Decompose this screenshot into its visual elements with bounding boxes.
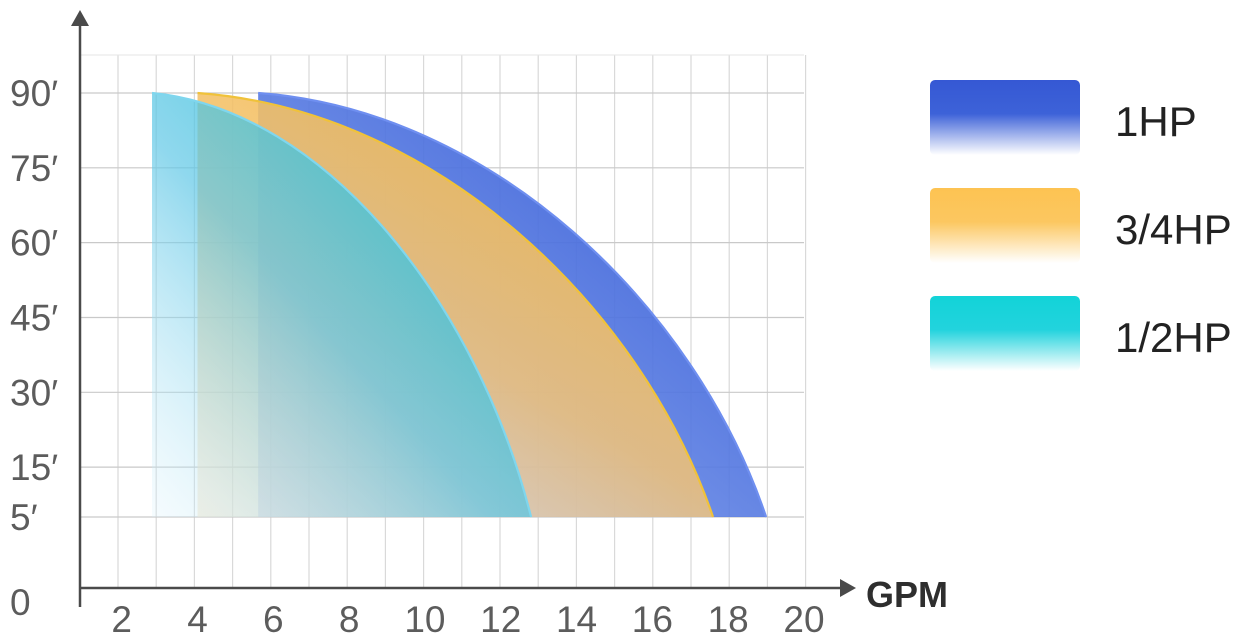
legend: 1HP 3/4HP 1/2HP [930,80,1232,371]
x-tick-label: 20 [783,599,824,637]
y-tick-label: 45′ [10,297,58,338]
legend-label-12hp: 1/2HP [1115,314,1232,361]
x-tick-label: 14 [556,599,597,637]
series-areas [151,91,768,518]
legend-swatch-1hp [930,80,1080,155]
y-axis-arrow-icon [71,10,89,26]
y-tick-label: 60′ [10,223,58,264]
area-edge-34hp [197,91,715,518]
area-edge-1hp [258,91,768,518]
y-tick-label: 15′ [10,447,58,488]
y-tick-label: 30′ [10,372,58,413]
axes: GPM [71,10,948,615]
x-axis-arrow-icon [840,579,856,597]
x-tick-label: 6 [263,599,284,637]
x-tick-labels: 2 4 6 8 10 12 14 16 18 20 [111,599,824,637]
x-tick-label: 2 [111,599,132,637]
legend-swatch-12hp [930,296,1080,371]
x-axis-unit: GPM [866,574,948,615]
y-tick-labels: 0 5′ 15′ 30′ 45′ 60′ 75′ 90′ [10,73,58,623]
x-tick-label: 10 [404,599,445,637]
y-tick-label: 90′ [10,73,58,114]
x-tick-label: 12 [480,599,521,637]
area-edge-12hp [151,91,533,518]
legend-swatch-34hp [930,188,1080,263]
area-12hp [152,93,532,517]
x-tick-label: 16 [632,599,673,637]
legend-label-1hp: 1HP [1115,98,1197,145]
y-tick-label: 75′ [10,148,58,189]
legend-label-34hp: 3/4HP [1115,206,1232,253]
y-tick-label: 0 [10,582,31,623]
x-tick-label: 18 [708,599,749,637]
x-tick-label: 4 [187,599,208,637]
y-tick-label: 5′ [10,497,38,538]
x-tick-label: 8 [339,599,360,637]
